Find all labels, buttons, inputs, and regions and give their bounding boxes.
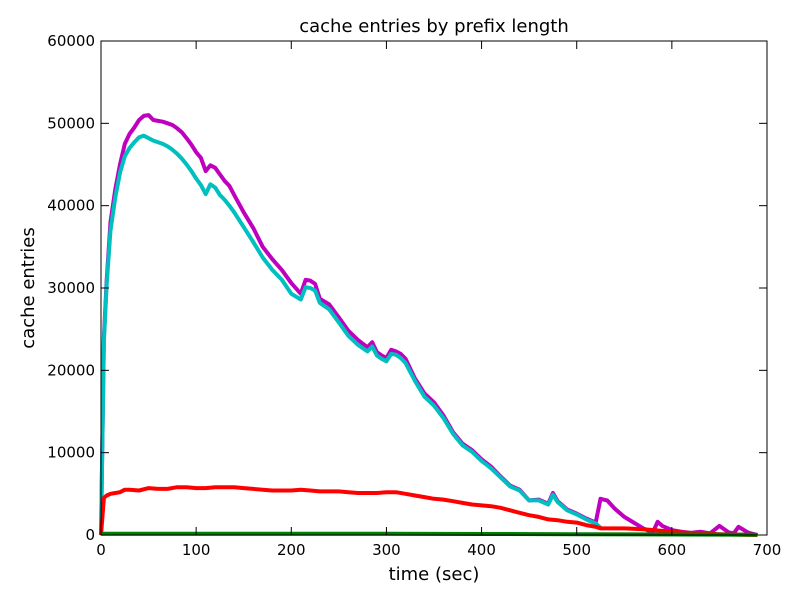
x-tick-label: 600 bbox=[658, 541, 687, 559]
series-line-2 bbox=[99, 485, 758, 537]
x-tick-label: 300 bbox=[372, 541, 401, 559]
x-tick-label: 100 bbox=[182, 541, 211, 559]
x-tick-label: 400 bbox=[467, 541, 496, 559]
plot-area-frame bbox=[100, 40, 768, 536]
axis-ticks: 0 100 200 300 400 500 600 700 0 10000 20000 30000 40… bbox=[47, 32, 781, 559]
y-tick-label: 10000 bbox=[47, 444, 95, 462]
y-tick-label: 50000 bbox=[47, 114, 95, 132]
x-tick-label: 700 bbox=[753, 541, 782, 559]
plot-lines bbox=[99, 113, 759, 537]
chart-title: cache entries by prefix length bbox=[299, 16, 569, 37]
y-tick-label: 30000 bbox=[47, 279, 95, 297]
series-line-0 bbox=[99, 113, 759, 537]
y-tick-label: 60000 bbox=[47, 32, 95, 50]
x-tick-label: 500 bbox=[562, 541, 591, 559]
series-line-3 bbox=[101, 531, 758, 537]
y-axis-label: cache entries bbox=[18, 227, 39, 348]
y-tick-label: 40000 bbox=[47, 197, 95, 215]
y-tick-label: 20000 bbox=[47, 361, 95, 379]
x-tick-label: 0 bbox=[96, 541, 106, 559]
x-tick-label: 200 bbox=[277, 541, 306, 559]
x-axis-label: time (sec) bbox=[389, 564, 480, 585]
series-line-1 bbox=[99, 133, 602, 536]
y-tick-label: 0 bbox=[85, 526, 95, 544]
